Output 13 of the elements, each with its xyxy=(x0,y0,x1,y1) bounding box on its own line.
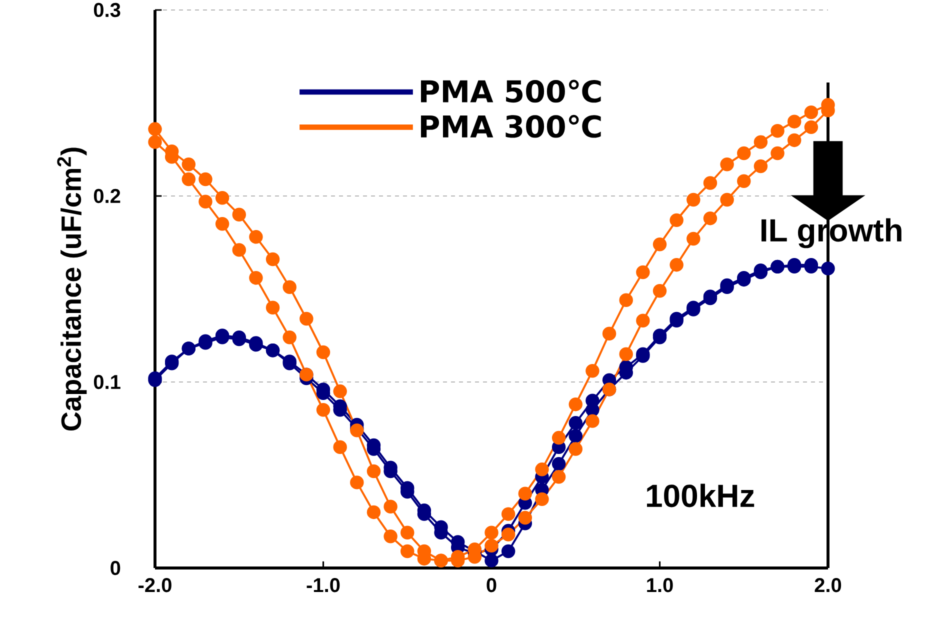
y-axis-title: Capacitance (uF/cm$^{2}$) xyxy=(57,148,87,431)
x-tick-label: 1.0 xyxy=(647,578,673,592)
y-tick-label: 0.3 xyxy=(94,2,120,18)
legend-label: PMA 500℃ xyxy=(420,80,601,103)
y-tick-label: 0.1 xyxy=(94,374,120,390)
legend-label: PMA 300℃ xyxy=(420,114,601,138)
x-tick-label: 0 xyxy=(486,578,496,592)
y-tick-label: 0.2 xyxy=(94,188,120,204)
annotation: 100kHz xyxy=(646,484,754,508)
x-tick-label: -2.0 xyxy=(138,578,172,592)
y-tick-label: 0 xyxy=(110,560,120,576)
x-tick-label: -1.0 xyxy=(306,578,340,592)
x-tick-label: 2.0 xyxy=(814,578,842,592)
